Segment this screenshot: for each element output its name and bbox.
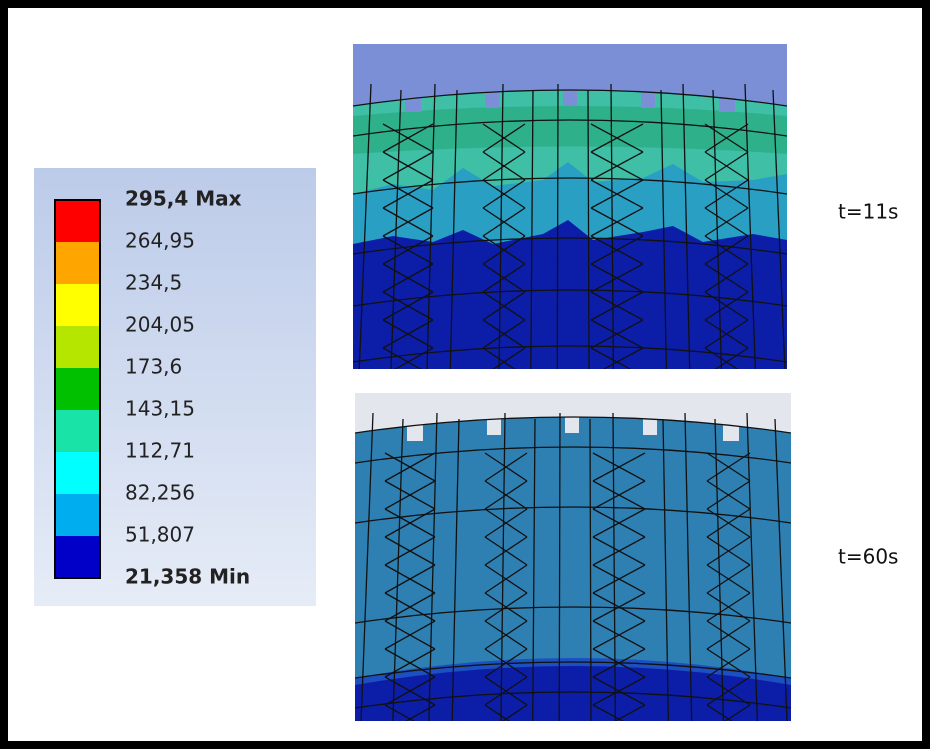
- mesh-line: [660, 89, 668, 369]
- legend-label: 82,256: [125, 481, 195, 505]
- slots: [405, 80, 735, 112]
- mesh-line: [384, 452, 436, 721]
- region: [355, 417, 791, 721]
- color-band: [55, 242, 100, 284]
- mesh-line: [484, 452, 528, 721]
- mesh-line: [355, 446, 791, 464]
- mesh-line: [744, 83, 756, 369]
- mesh-line: [587, 89, 590, 369]
- mesh-line: [704, 123, 749, 369]
- legend-label: 143,15: [125, 397, 195, 421]
- legend-label: 173,6: [125, 355, 182, 379]
- slot: [565, 405, 579, 433]
- slot: [723, 417, 739, 441]
- color-band: [55, 326, 100, 368]
- region: [355, 658, 791, 685]
- legend-label: 112,71: [125, 439, 195, 463]
- result-image: [353, 44, 787, 369]
- legend-label: 21,358 Min: [125, 565, 250, 589]
- mesh-line: [772, 89, 786, 369]
- mesh-line: [558, 412, 561, 721]
- mesh-line: [610, 83, 615, 369]
- slot: [487, 407, 501, 435]
- slot: [563, 80, 577, 106]
- mesh-line: [500, 412, 506, 721]
- legend-label: 204,05: [125, 313, 195, 337]
- mesh-line: [682, 83, 691, 369]
- color-band: [55, 452, 100, 494]
- mesh-line: [428, 412, 438, 721]
- mesh-line: [355, 606, 791, 624]
- mesh-line: [746, 412, 759, 721]
- color-band: [55, 284, 100, 326]
- legend-label: 264,95: [125, 229, 195, 253]
- color-band: [55, 494, 100, 536]
- mesh-line: [358, 83, 372, 369]
- mesh-line: [589, 418, 592, 721]
- mesh-line: [592, 452, 646, 721]
- mesh-line: [390, 89, 402, 369]
- mesh-line: [451, 418, 460, 721]
- mesh-line: [353, 177, 787, 195]
- mesh-line: [662, 418, 670, 721]
- time-label: t=11s: [838, 200, 898, 224]
- mesh-line: [556, 83, 559, 369]
- slot: [719, 88, 735, 112]
- mesh-line: [482, 123, 526, 369]
- mesh-line: [590, 123, 644, 369]
- mesh-line: [355, 506, 791, 524]
- mesh-line: [353, 89, 787, 107]
- time-label: t=60s: [838, 545, 898, 569]
- mesh-line: [532, 418, 536, 721]
- legend-label: 295,4 Max: [125, 187, 242, 211]
- mesh-line: [449, 89, 458, 369]
- legend-label: 234,5: [125, 271, 182, 295]
- mesh-line: [714, 418, 725, 721]
- color-band: [55, 536, 100, 578]
- mesh-line: [382, 123, 434, 369]
- mesh-line: [353, 119, 787, 137]
- mesh-line: [706, 452, 751, 721]
- color-band: [55, 410, 100, 452]
- mesh-line: [774, 418, 788, 721]
- result-image: [355, 393, 791, 721]
- slot: [485, 82, 499, 108]
- color-band: [55, 200, 100, 242]
- mesh-line: [355, 416, 791, 434]
- mesh-line: [712, 89, 723, 369]
- mesh-line: [353, 345, 787, 363]
- color-bar-border: [54, 199, 101, 579]
- color-bar: 295,4 Max 264,95 234,5 204,05 173,6 143,15 112…: [54, 187, 250, 589]
- mesh-line: [426, 83, 436, 369]
- color-band: [55, 368, 100, 410]
- mesh-line: [530, 89, 534, 369]
- slot: [643, 407, 657, 435]
- mesh-line: [355, 691, 791, 709]
- mesh-line: [498, 83, 504, 369]
- mesh-line: [360, 412, 374, 721]
- legend-label: 51,807: [125, 523, 195, 547]
- slot: [405, 88, 421, 112]
- region: [353, 106, 787, 154]
- mesh-line: [353, 237, 787, 255]
- slot: [407, 417, 423, 441]
- slots: [407, 405, 739, 441]
- mesh-line: [684, 412, 693, 721]
- mesh-line: [355, 661, 791, 679]
- mesh-line: [353, 289, 787, 307]
- region: [353, 220, 787, 369]
- slot: [641, 82, 655, 108]
